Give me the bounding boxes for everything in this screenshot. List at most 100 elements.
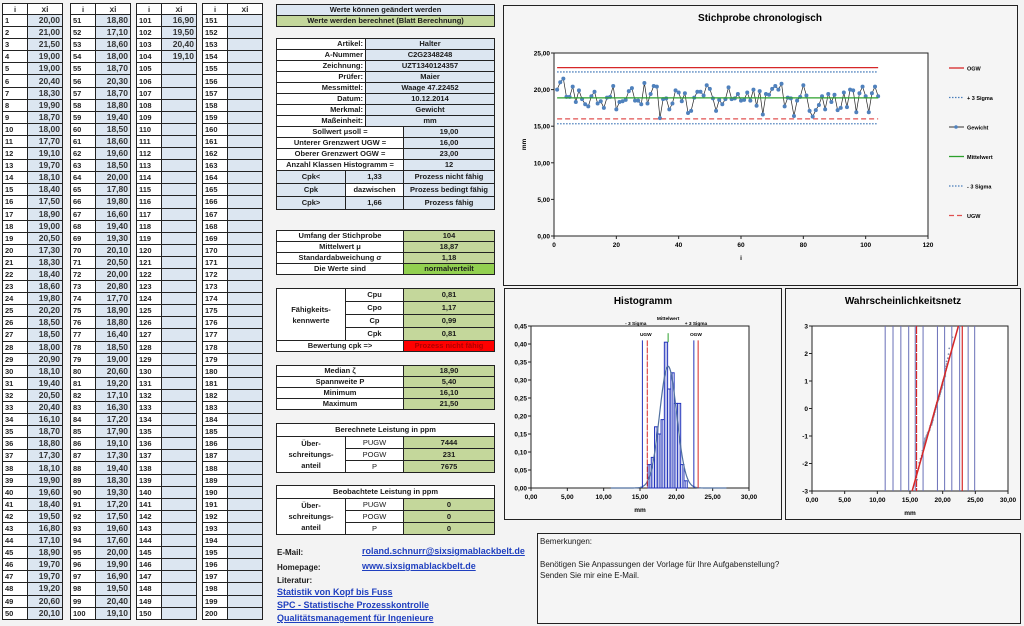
xi-cell[interactable]: 19,60 bbox=[27, 485, 63, 499]
xi-cell[interactable]: 19,20 bbox=[95, 376, 131, 390]
xi-cell[interactable] bbox=[227, 171, 263, 185]
xi-cell[interactable] bbox=[161, 280, 197, 294]
xi-cell[interactable] bbox=[161, 292, 197, 306]
xi-cell[interactable]: 18,80 bbox=[95, 316, 131, 330]
anummer-field[interactable]: C2G2348248 bbox=[364, 49, 496, 61]
xi-cell[interactable]: 18,70 bbox=[27, 110, 63, 124]
xi-cell[interactable]: 19,00 bbox=[27, 50, 63, 64]
xi-cell[interactable] bbox=[161, 485, 197, 499]
xi-cell[interactable] bbox=[227, 449, 263, 463]
xi-cell[interactable] bbox=[227, 316, 263, 330]
xi-cell[interactable]: 17,20 bbox=[95, 497, 131, 511]
xi-cell[interactable] bbox=[161, 364, 197, 378]
xi-cell[interactable]: 20,00 bbox=[95, 267, 131, 282]
xi-cell[interactable] bbox=[161, 546, 197, 560]
merkmal-field[interactable]: Gewicht bbox=[364, 104, 496, 116]
xi-cell[interactable] bbox=[227, 243, 263, 257]
xi-cell[interactable]: 18,60 bbox=[95, 38, 131, 52]
xi-cell[interactable] bbox=[227, 231, 263, 245]
xi-cell[interactable]: 17,30 bbox=[95, 449, 131, 463]
xi-cell[interactable]: 21,00 bbox=[27, 26, 63, 40]
xi-cell[interactable]: 19,00 bbox=[95, 352, 131, 366]
xi-cell[interactable] bbox=[227, 147, 263, 161]
xi-cell[interactable]: 18,90 bbox=[95, 304, 131, 318]
book-link[interactable]: SPC - Statistische Prozesskontrolle bbox=[277, 600, 430, 610]
xi-cell[interactable]: 17,70 bbox=[27, 134, 63, 149]
xi-cell[interactable] bbox=[161, 497, 197, 511]
xi-cell[interactable]: 17,20 bbox=[95, 413, 131, 427]
xi-cell[interactable]: 16,90 bbox=[95, 570, 131, 584]
xi-cell[interactable] bbox=[227, 304, 263, 318]
xi-cell[interactable] bbox=[227, 62, 263, 76]
xi-cell[interactable]: 18,50 bbox=[95, 159, 131, 173]
xi-cell[interactable]: 19,00 bbox=[27, 62, 63, 76]
xi-cell[interactable] bbox=[161, 388, 197, 403]
artikel-field[interactable]: Halter bbox=[364, 38, 496, 50]
xi-cell[interactable]: 16,90 bbox=[161, 13, 197, 28]
xi-cell[interactable]: 19,10 bbox=[95, 606, 131, 620]
xi-cell[interactable]: 20,40 bbox=[27, 74, 63, 88]
xi-cell[interactable]: 19,80 bbox=[95, 195, 131, 209]
cpk-gt-field[interactable]: 1,66 bbox=[345, 196, 404, 210]
cpk-lt-field[interactable]: 1,33 bbox=[345, 170, 404, 184]
xi-cell[interactable]: 17,50 bbox=[95, 509, 131, 523]
xi-cell[interactable] bbox=[227, 352, 263, 366]
xi-cell[interactable] bbox=[161, 62, 197, 76]
xi-cell[interactable]: 17,70 bbox=[95, 292, 131, 306]
xi-cell[interactable]: 20,90 bbox=[27, 352, 63, 366]
xi-cell[interactable]: 18,00 bbox=[27, 122, 63, 136]
xi-cell[interactable]: 20,10 bbox=[95, 243, 131, 257]
book-link[interactable]: Qualitätsmanagement für Ingenieure bbox=[277, 613, 434, 623]
xi-cell[interactable] bbox=[227, 50, 263, 64]
xi-cell[interactable] bbox=[227, 461, 263, 475]
xi-cell[interactable]: 19,90 bbox=[27, 473, 63, 487]
xi-cell[interactable] bbox=[161, 147, 197, 161]
xi-cell[interactable] bbox=[161, 243, 197, 257]
xi-cell[interactable] bbox=[227, 594, 263, 608]
xi-cell[interactable] bbox=[227, 159, 263, 173]
xi-cell[interactable]: 19,60 bbox=[95, 521, 131, 536]
homepage-link[interactable]: www.sixsigmablackbelt.de bbox=[362, 561, 476, 571]
xi-cell[interactable] bbox=[227, 280, 263, 294]
xi-cell[interactable] bbox=[227, 328, 263, 342]
xi-cell[interactable] bbox=[161, 86, 197, 100]
xi-cell[interactable]: 18,90 bbox=[27, 207, 63, 221]
messmittel-field[interactable]: Waage 47.22452 bbox=[364, 82, 496, 94]
xi-cell[interactable] bbox=[161, 534, 197, 548]
xi-cell[interactable]: 18,80 bbox=[27, 437, 63, 451]
xi-cell[interactable] bbox=[161, 376, 197, 390]
xi-cell[interactable]: 18,80 bbox=[95, 98, 131, 112]
xi-cell[interactable] bbox=[227, 134, 263, 149]
xi-cell[interactable]: 18,50 bbox=[95, 340, 131, 354]
ogw-field[interactable]: 23,00 bbox=[402, 148, 496, 160]
xi-cell[interactable]: 18,80 bbox=[95, 13, 131, 28]
book-link[interactable]: Statistik von Kopf bis Fuss bbox=[277, 587, 393, 597]
xi-cell[interactable] bbox=[227, 13, 263, 28]
xi-cell[interactable]: 19,10 bbox=[27, 147, 63, 161]
xi-cell[interactable]: 18,50 bbox=[27, 316, 63, 330]
xi-cell[interactable] bbox=[161, 558, 197, 572]
xi-cell[interactable] bbox=[227, 98, 263, 112]
xi-cell[interactable] bbox=[227, 437, 263, 451]
xi-cell[interactable] bbox=[161, 413, 197, 427]
xi-cell[interactable] bbox=[227, 219, 263, 233]
xi-cell[interactable] bbox=[227, 388, 263, 403]
xi-cell[interactable] bbox=[227, 38, 263, 52]
xi-cell[interactable]: 18,90 bbox=[27, 546, 63, 560]
xi-cell[interactable] bbox=[227, 485, 263, 499]
xi-cell[interactable]: 19,70 bbox=[27, 570, 63, 584]
xi-cell[interactable] bbox=[227, 364, 263, 378]
xi-cell[interactable]: 18,30 bbox=[95, 473, 131, 487]
xi-cell[interactable]: 19,10 bbox=[95, 437, 131, 451]
xi-cell[interactable]: 18,70 bbox=[95, 86, 131, 100]
xi-cell[interactable]: 18,40 bbox=[27, 497, 63, 511]
xi-cell[interactable] bbox=[161, 400, 197, 415]
xi-cell[interactable]: 17,60 bbox=[95, 534, 131, 548]
xi-cell[interactable]: 20,00 bbox=[27, 13, 63, 28]
xi-cell[interactable]: 19,40 bbox=[95, 219, 131, 233]
xi-cell[interactable]: 20,20 bbox=[27, 304, 63, 318]
xi-cell[interactable] bbox=[227, 473, 263, 487]
xi-cell[interactable] bbox=[161, 159, 197, 173]
xi-cell[interactable]: 20,60 bbox=[27, 594, 63, 608]
xi-cell[interactable] bbox=[227, 413, 263, 427]
